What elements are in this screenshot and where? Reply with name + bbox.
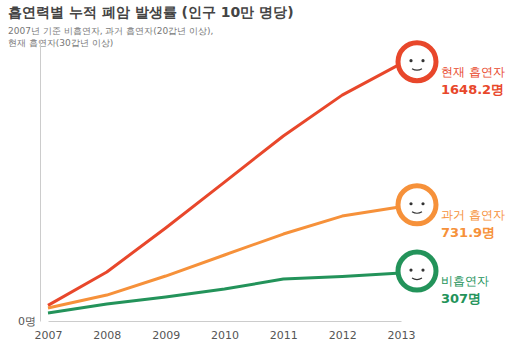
chart: 흡연력별 누적 폐암 발생률 (인구 10만 명당) 2007년 기준 비흡연자,… — [0, 0, 530, 353]
icon — [398, 252, 436, 290]
series-line — [48, 64, 401, 306]
icon-mouth — [412, 278, 422, 280]
icon-eye — [409, 202, 412, 205]
x-tick: 2007 — [35, 321, 63, 342]
data-label: 1648.2명 — [441, 82, 504, 97]
labels: 현재 흡연자 1648.2명과거 흡연자 731.9명비흡연자 307명 — [398, 43, 505, 306]
icon-eye — [409, 268, 412, 271]
data-label: 731.9명 — [441, 225, 495, 240]
x-axis-line — [49, 321, 402, 322]
series-name: 과거 흡연자 — [441, 208, 505, 222]
x-tick-label: 2008 — [93, 329, 121, 342]
icon-eye — [421, 268, 424, 271]
icon-eye — [409, 59, 412, 62]
y-tick: 0명 — [18, 315, 40, 328]
x-tick: 2012 — [329, 321, 357, 342]
icon-ring — [398, 43, 436, 81]
series-line — [48, 273, 401, 313]
icon — [398, 43, 436, 81]
subtitle: 현재 흡연자(30갑년 이상) — [8, 38, 113, 48]
title: 흡연력별 누적 폐암 발생률 (인구 10만 명당) — [8, 4, 294, 20]
data-label: 307명 — [441, 291, 481, 306]
x-tick-label: 2009 — [152, 329, 180, 342]
icon-ring — [398, 186, 436, 224]
x-tick: 2009 — [152, 321, 180, 342]
series-name: 현재 흡연자 — [441, 65, 505, 79]
series-line — [48, 207, 401, 308]
x-axis: 2007 2008 2009 2010 2011 2012 2013 — [35, 321, 416, 342]
icon — [398, 186, 436, 224]
x-tick-label: 2011 — [270, 329, 298, 342]
icon-ring — [398, 252, 436, 290]
x-tick-label: 2010 — [211, 329, 239, 342]
x-tick: 2013 — [388, 321, 416, 342]
icon-mouth — [412, 69, 422, 71]
icon-eye — [421, 59, 424, 62]
y-axis: 0명 — [18, 41, 41, 329]
icon-eye — [421, 202, 424, 205]
x-tick: 2011 — [270, 321, 298, 342]
plot-area — [48, 64, 401, 313]
series-name: 비흡연자 — [441, 274, 489, 288]
x-tick: 2008 — [93, 321, 121, 342]
y-tick-label: 0명 — [18, 315, 36, 328]
x-tick-label: 2007 — [35, 329, 63, 342]
subtitle: 2007년 기준 비흡연자, 과거 흡연자(20갑년 이상), — [8, 26, 213, 36]
x-tick-label: 2013 — [388, 329, 416, 342]
x-tick-label: 2012 — [329, 329, 357, 342]
x-tick: 2010 — [211, 321, 239, 342]
y-axis-line — [40, 41, 41, 322]
icon-mouth — [412, 212, 422, 214]
